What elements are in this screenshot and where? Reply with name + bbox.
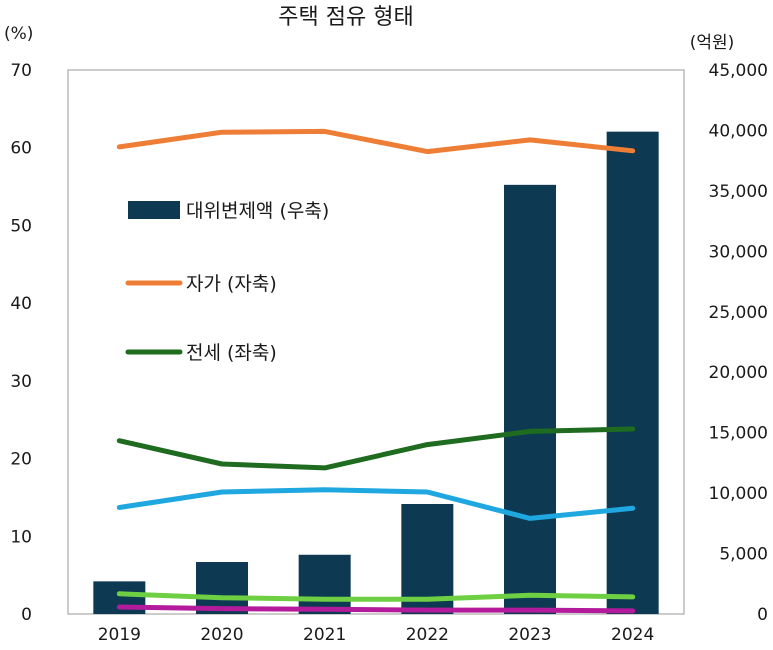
bar-2020 bbox=[196, 562, 248, 614]
right-axis-unit: (억원) bbox=[690, 33, 735, 53]
left-axis: 0 10 20 30 40 50 60 70 bbox=[10, 61, 32, 625]
chart-title: 주택 점유 형태 bbox=[278, 5, 413, 30]
legend-label: 대위변제액 (우축) bbox=[186, 200, 329, 222]
line-series-2 bbox=[116, 487, 636, 521]
right-tick-label: 10,000 bbox=[709, 484, 768, 504]
left-tick-label: 30 bbox=[10, 372, 32, 392]
left-tick-label: 0 bbox=[21, 605, 32, 625]
legend-swatch-bar bbox=[128, 201, 180, 219]
right-tick-label: 35,000 bbox=[709, 182, 768, 202]
left-tick-label: 50 bbox=[10, 216, 32, 236]
bar-2022 bbox=[401, 503, 454, 614]
line-series-3 bbox=[116, 591, 636, 602]
left-tick-label: 10 bbox=[10, 527, 32, 547]
line-series bbox=[116, 128, 636, 614]
left-tick-label: 60 bbox=[10, 139, 32, 159]
bar-series bbox=[93, 131, 659, 615]
line-series-1 bbox=[116, 426, 636, 471]
right-axis: 0 5,000 10,000 15,000 20,000 25,000 30,000 35,0… bbox=[709, 61, 768, 625]
left-tick-label: 20 bbox=[10, 450, 32, 470]
line-series-0 bbox=[116, 128, 636, 155]
left-axis-unit: (%) bbox=[4, 24, 33, 44]
legend-label: 자가 (자축) bbox=[186, 273, 277, 295]
legend: 대위변제액 (우축) 자가 (자축) 전세 (좌축) bbox=[125, 200, 329, 364]
right-tick-label: 30,000 bbox=[709, 242, 768, 262]
x-tick-label: 2019 bbox=[98, 625, 141, 645]
right-tick-label: 20,000 bbox=[709, 363, 768, 383]
x-tick-label: 2020 bbox=[200, 625, 243, 645]
x-tick-label: 2022 bbox=[406, 625, 449, 645]
left-tick-label: 70 bbox=[10, 61, 32, 81]
right-tick-label: 15,000 bbox=[709, 424, 768, 444]
x-tick-label: 2021 bbox=[303, 625, 346, 645]
bar-2021 bbox=[298, 554, 351, 614]
right-tick-label: 0 bbox=[757, 605, 768, 625]
x-axis: 2019 2020 2021 2022 2023 2024 bbox=[98, 625, 655, 645]
right-tick-label: 40,000 bbox=[709, 121, 768, 141]
x-tick-label: 2023 bbox=[508, 625, 551, 645]
bar-2024 bbox=[606, 131, 659, 615]
right-tick-label: 25,000 bbox=[709, 303, 768, 323]
bar-2023 bbox=[504, 184, 556, 614]
x-tick-label: 2024 bbox=[611, 625, 654, 645]
right-tick-label: 5,000 bbox=[719, 545, 768, 565]
line-series-4 bbox=[116, 604, 636, 614]
legend-label: 전세 (좌축) bbox=[186, 342, 277, 364]
left-tick-label: 40 bbox=[10, 294, 32, 314]
right-tick-label: 45,000 bbox=[709, 61, 768, 81]
plot-frame bbox=[67, 69, 685, 615]
